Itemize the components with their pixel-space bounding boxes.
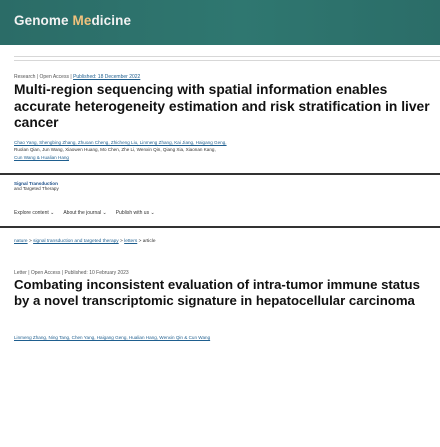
article-title[interactable]: Multi-region sequencing with spatial inf…	[14, 82, 430, 130]
access-status: Open Access	[30, 270, 61, 276]
nav-about-journal[interactable]: About the journal ⌄	[63, 210, 107, 216]
article-meta: Research | Open Access | Published: 18 D…	[14, 74, 141, 80]
journal-header-banner: Genome Medicine	[0, 0, 440, 45]
published-date: Published: 10 February 2023	[64, 270, 129, 276]
breadcrumb-separator: >	[27, 239, 34, 244]
nav-explore-content[interactable]: Explore content ⌄	[14, 210, 55, 216]
article-meta: Letter | Open Access | Published: 10 Feb…	[14, 270, 129, 276]
breadcrumb-separator: >	[137, 239, 143, 244]
breadcrumb: nature > signal transduction and targete…	[14, 239, 156, 244]
breadcrumb-separator: >	[118, 239, 125, 244]
journal-title-suffix: dicine	[91, 13, 132, 28]
nav-publish-with-us[interactable]: Publish with us ⌄	[115, 210, 155, 216]
divider	[14, 60, 440, 61]
author-line[interactable]: Ruolan Qian, Jun Wang, Xiaowen Huang, Mo…	[14, 147, 216, 153]
journal-logo-line: Signal Transduction	[14, 181, 58, 186]
access-status: Open Access	[39, 74, 69, 80]
breadcrumb-item[interactable]: signal transduction and targeted therapy	[33, 239, 119, 244]
journal-title[interactable]: Genome Medicine	[14, 13, 131, 28]
author-line[interactable]: Chao Yang, Shengbing Zhang, Zhuoan Cheng…	[14, 140, 227, 145]
section-divider	[0, 173, 440, 175]
breadcrumb-current: article	[142, 239, 156, 244]
section-divider	[0, 226, 440, 228]
author-list: Chao Yang, Shengbing Zhang, Zhuoan Cheng…	[14, 139, 430, 161]
author-list: Linmeng Zhang, Ning Tang, Chen Yang, Hai…	[14, 334, 434, 341]
journal-logo-line: and Targeted Therapy	[14, 186, 59, 191]
divider	[14, 56, 440, 57]
article-title[interactable]: Combating inconsistent evaluation of int…	[14, 277, 420, 308]
breadcrumb-item[interactable]: nature	[14, 239, 28, 244]
journal-logo[interactable]: Signal Transduction and Targeted Therapy	[14, 181, 84, 191]
journal-title-prefix: Genome	[14, 13, 73, 28]
journal-title-accent: Me	[72, 13, 92, 28]
published-date[interactable]: Published: 18 December 2022	[73, 74, 141, 80]
author-line[interactable]: Linmeng Zhang, Ning Tang, Chen Yang, Hai…	[14, 335, 211, 340]
article-type: Letter	[14, 270, 27, 276]
journal-nav: Explore content ⌄ About the journal ⌄ Pu…	[14, 210, 155, 216]
author-line[interactable]: Cun Wang & Hualian Hang	[14, 154, 69, 160]
article-type: Research	[14, 74, 36, 80]
breadcrumb-item[interactable]: letters	[124, 239, 138, 244]
